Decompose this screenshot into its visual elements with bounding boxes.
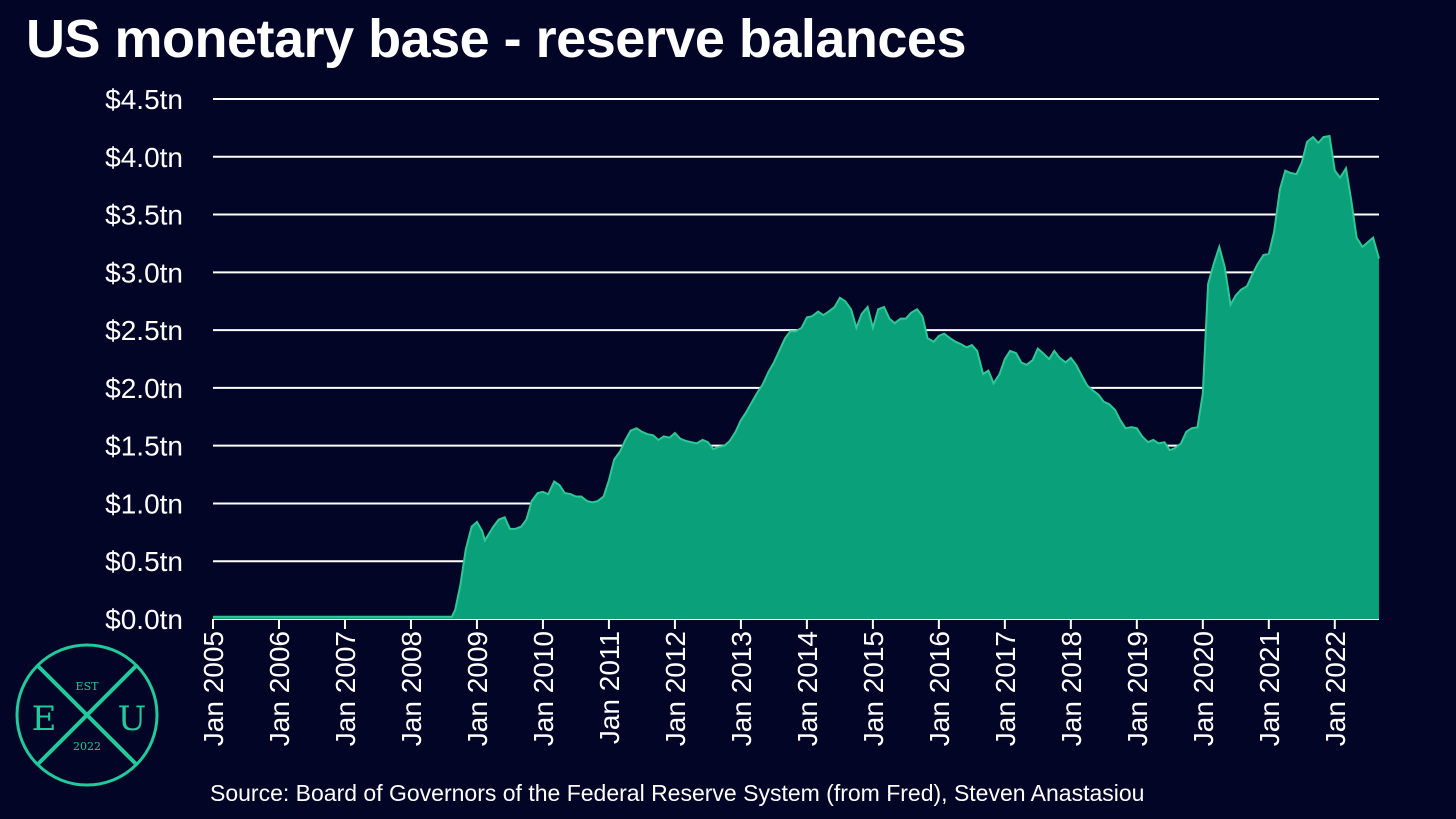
y-tick-label: $0.5tn — [105, 546, 183, 577]
x-tick-label: Jan 2006 — [264, 631, 295, 746]
x-tick-label: Jan 2010 — [528, 631, 559, 746]
y-tick-label: $3.5tn — [105, 200, 183, 231]
exu-logo: EST E U 2022 — [15, 643, 159, 787]
source-note: Source: Board of Governors of the Federa… — [210, 780, 1145, 806]
logo-e: E — [32, 699, 57, 739]
x-tick-label: Jan 2005 — [198, 631, 229, 746]
x-tick-label: Jan 2016 — [924, 631, 955, 746]
x-tick-label: Jan 2020 — [1188, 631, 1219, 746]
y-tick-label: $4.5tn — [105, 84, 183, 115]
chart-title: US monetary base - reserve balances — [26, 9, 967, 69]
x-tick-label: Jan 2014 — [792, 631, 823, 746]
y-tick-label: $2.0tn — [105, 373, 183, 404]
y-tick-label: $1.0tn — [105, 488, 183, 519]
x-tick-label: Jan 2022 — [1320, 631, 1351, 746]
x-tick-label: Jan 2021 — [1254, 631, 1285, 746]
logo-year: 2022 — [73, 740, 101, 753]
x-tick-label: Jan 2007 — [330, 631, 361, 746]
area-line — [213, 134, 1380, 618]
y-tick-label: $2.5tn — [105, 315, 183, 346]
x-tick-label: Jan 2009 — [462, 631, 493, 746]
x-tick-label: Jan 2012 — [660, 631, 691, 746]
y-tick-label: $3.0tn — [105, 257, 183, 288]
x-axis-ticks: Jan 2005 Jan 2006 Jan 2007 Jan 2008 Jan 2009… — [198, 619, 1351, 746]
x-tick-label: Jan 2008 — [396, 631, 427, 746]
y-tick-label: $0.0tn — [105, 604, 183, 635]
x-tick-label: Jan 2015 — [858, 631, 889, 746]
y-tick-label: $4.0tn — [105, 142, 183, 173]
logo-est: EST — [76, 680, 100, 693]
x-tick-label: Jan 2013 — [726, 631, 757, 746]
x-tick-label: Jan 2019 — [1122, 631, 1153, 746]
area-series — [213, 134, 1380, 619]
area-fill — [213, 136, 1379, 619]
y-axis-ticks: $0.0tn $0.5tn $1.0tn $1.5tn $2.0tn $2.5tn $3.0… — [105, 84, 183, 635]
x-tick-label: Jan 2018 — [1056, 631, 1087, 746]
x-tick-label: Jan 2017 — [990, 631, 1021, 746]
logo-u: U — [118, 699, 147, 739]
y-tick-label: $1.5tn — [105, 431, 183, 462]
x-tick-label: Jan 2011 — [594, 631, 625, 744]
